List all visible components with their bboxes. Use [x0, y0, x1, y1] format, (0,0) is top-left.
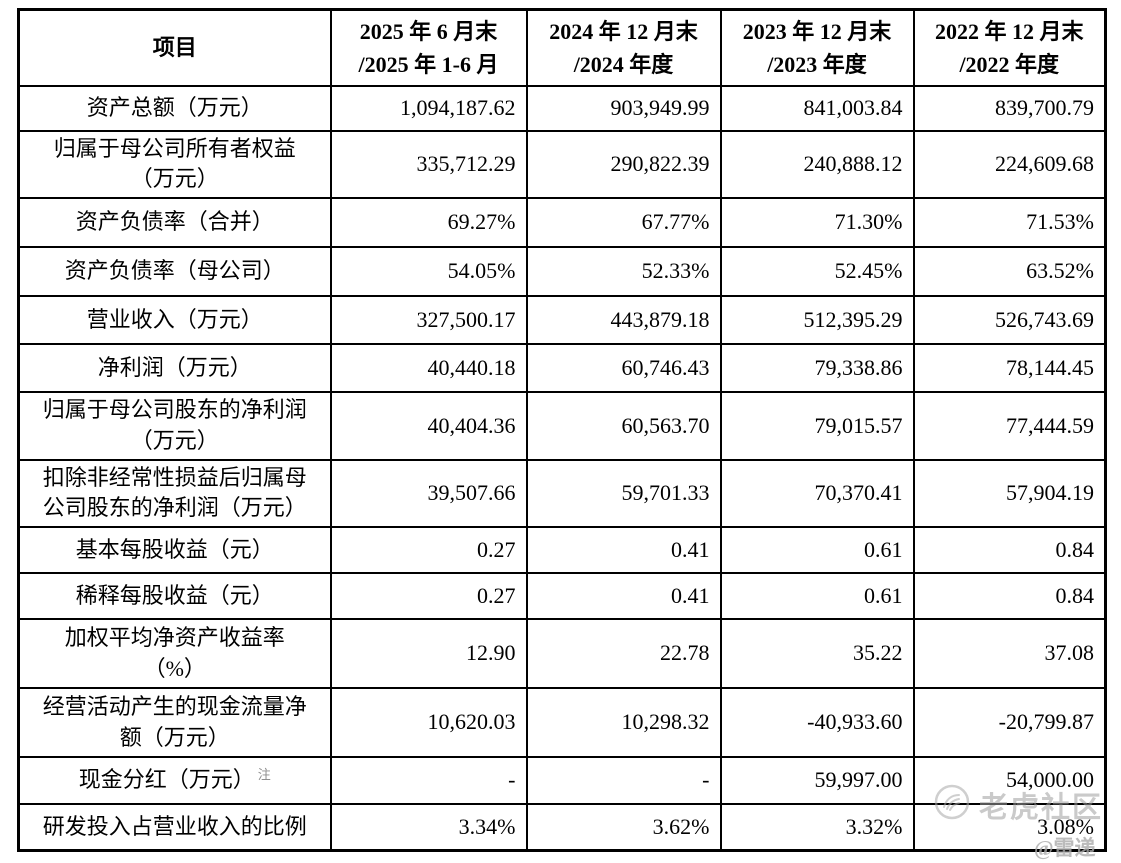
row-label-total-assets: 资产总额（万元）: [17, 84, 332, 132]
row-label-operating-cash-flow: 经营活动产生的现金流量净 额（万元）: [17, 687, 332, 759]
cell-value: 12.90: [329, 618, 528, 690]
cell-value: 0.41: [525, 572, 722, 621]
header-period-2025: 2025 年 6 月末 /2025 年 1-6 月: [329, 8, 528, 87]
table-row: 归属于母公司股东的净利润 （万元） 40,404.36 60,563.70 79…: [17, 391, 1107, 461]
cell-value: 40,404.36: [329, 391, 528, 461]
cell-value: 839,700.79: [912, 84, 1107, 132]
cell-value: 71.30%: [719, 197, 915, 249]
cell-value: 77,444.59: [912, 391, 1107, 461]
cell-value: 22.78: [525, 618, 722, 690]
cell-value: 10,620.03: [329, 687, 528, 759]
row-label-rd-revenue-ratio: 研发投入占营业收入的比例: [17, 803, 332, 852]
cell-value: 3.34%: [329, 803, 528, 852]
cell-value: 1,094,187.62: [329, 84, 528, 132]
header-period-2024: 2024 年 12 月末 /2024 年度: [525, 8, 722, 87]
cell-value: 60,563.70: [525, 391, 722, 461]
row-label-net-profit: 净利润（万元）: [17, 343, 332, 394]
cell-value: -: [525, 756, 722, 806]
cell-value: 0.84: [912, 526, 1107, 575]
cell-value: 240,888.12: [719, 129, 915, 200]
row-label-cash-dividend: 现金分红（万元）注: [17, 756, 332, 806]
cell-value: 54.05%: [329, 246, 528, 298]
cell-value: 0.27: [329, 526, 528, 575]
cell-value: 79,015.57: [719, 391, 915, 461]
cell-value: 60,746.43: [525, 343, 722, 394]
cell-value: 0.27: [329, 572, 528, 621]
row-label-basic-eps: 基本每股收益（元）: [17, 526, 332, 575]
cell-value: 0.61: [719, 572, 915, 621]
header-period-2022: 2022 年 12 月末 /2022 年度: [912, 8, 1107, 87]
row-label-diluted-eps: 稀释每股收益（元）: [17, 572, 332, 621]
cell-value: 0.41: [525, 526, 722, 575]
cell-value: 37.08: [912, 618, 1107, 690]
table-row: 资产负债率（母公司） 54.05% 52.33% 52.45% 63.52%: [17, 246, 1107, 298]
cell-value: -20,799.87: [912, 687, 1107, 759]
cell-value: -40,933.60: [719, 687, 915, 759]
row-label-weighted-roe: 加权平均净资产收益率 （%）: [17, 618, 332, 690]
cell-value: 71.53%: [912, 197, 1107, 249]
cell-value: 3.08%: [912, 803, 1107, 852]
cell-value: 224,609.68: [912, 129, 1107, 200]
cell-value: 52.33%: [525, 246, 722, 298]
cell-value: 841,003.84: [719, 84, 915, 132]
cell-value: 35.22: [719, 618, 915, 690]
row-label-revenue: 营业收入（万元）: [17, 295, 332, 346]
cell-value: 70,370.41: [719, 458, 915, 529]
cell-value: 0.84: [912, 572, 1107, 621]
row-label-debt-ratio-consolidated: 资产负债率（合并）: [17, 197, 332, 249]
table-row: 经营活动产生的现金流量净 额（万元） 10,620.03 10,298.32 -…: [17, 687, 1107, 759]
table-row: 净利润（万元） 40,440.18 60,746.43 79,338.86 78…: [17, 343, 1107, 394]
cell-value: 63.52%: [912, 246, 1107, 298]
table-row: 扣除非经常性损益后归属母 公司股东的净利润（万元） 39,507.66 59,7…: [17, 458, 1107, 529]
row-label-net-profit-excl-nonrecurring: 扣除非经常性损益后归属母 公司股东的净利润（万元）: [17, 458, 332, 529]
cell-value: 67.77%: [525, 197, 722, 249]
cell-value: 0.61: [719, 526, 915, 575]
cash-dividend-label: 现金分红（万元）: [78, 767, 255, 793]
header-item: 项目: [17, 8, 332, 87]
cell-value: 69.27%: [329, 197, 528, 249]
table-row: 营业收入（万元） 327,500.17 443,879.18 512,395.2…: [17, 295, 1107, 346]
row-label-parent-equity: 归属于母公司所有者权益 （万元）: [17, 129, 332, 200]
cell-value: 54,000.00: [912, 756, 1107, 806]
table-row: 研发投入占营业收入的比例 3.34% 3.62% 3.32% 3.08%: [17, 803, 1107, 852]
cell-value: 903,949.99: [525, 84, 722, 132]
cell-value: 335,712.29: [329, 129, 528, 200]
cell-value: 79,338.86: [719, 343, 915, 394]
financial-indicators-table: 项目 2025 年 6 月末 /2025 年 1-6 月 2024 年 12 月…: [17, 8, 1107, 852]
table-row: 加权平均净资产收益率 （%） 12.90 22.78 35.22 37.08: [17, 618, 1107, 690]
table-row: 资产负债率（合并） 69.27% 67.77% 71.30% 71.53%: [17, 197, 1107, 249]
cell-value: 57,904.19: [912, 458, 1107, 529]
cell-value: 52.45%: [719, 246, 915, 298]
table-row: 资产总额（万元） 1,094,187.62 903,949.99 841,003…: [17, 84, 1107, 132]
table-row: 现金分红（万元）注 - - 59,997.00 54,000.00: [17, 756, 1107, 806]
cell-value: 512,395.29: [719, 295, 915, 346]
cell-value: 39,507.66: [329, 458, 528, 529]
cell-value: 443,879.18: [525, 295, 722, 346]
table-row: 稀释每股收益（元） 0.27 0.41 0.61 0.84: [17, 572, 1107, 621]
cell-value: 3.62%: [525, 803, 722, 852]
table-row: 基本每股收益（元） 0.27 0.41 0.61 0.84: [17, 526, 1107, 575]
table-row: 归属于母公司所有者权益 （万元） 335,712.29 290,822.39 2…: [17, 129, 1107, 200]
cell-value: 40,440.18: [329, 343, 528, 394]
cell-value: -: [329, 756, 528, 806]
cell-value: 10,298.32: [525, 687, 722, 759]
row-label-net-profit-parent: 归属于母公司股东的净利润 （万元）: [17, 391, 332, 461]
note-superscript: 注: [257, 767, 271, 783]
row-label-debt-ratio-parent: 资产负债率（母公司）: [17, 246, 332, 298]
cell-value: 78,144.45: [912, 343, 1107, 394]
table-header-row: 项目 2025 年 6 月末 /2025 年 1-6 月 2024 年 12 月…: [17, 8, 1107, 87]
cell-value: 327,500.17: [329, 295, 528, 346]
cell-value: 290,822.39: [525, 129, 722, 200]
cell-value: 59,701.33: [525, 458, 722, 529]
cell-value: 3.32%: [719, 803, 915, 852]
cell-value: 59,997.00: [719, 756, 915, 806]
header-period-2023: 2023 年 12 月末 /2023 年度: [719, 8, 915, 87]
cell-value: 526,743.69: [912, 295, 1107, 346]
